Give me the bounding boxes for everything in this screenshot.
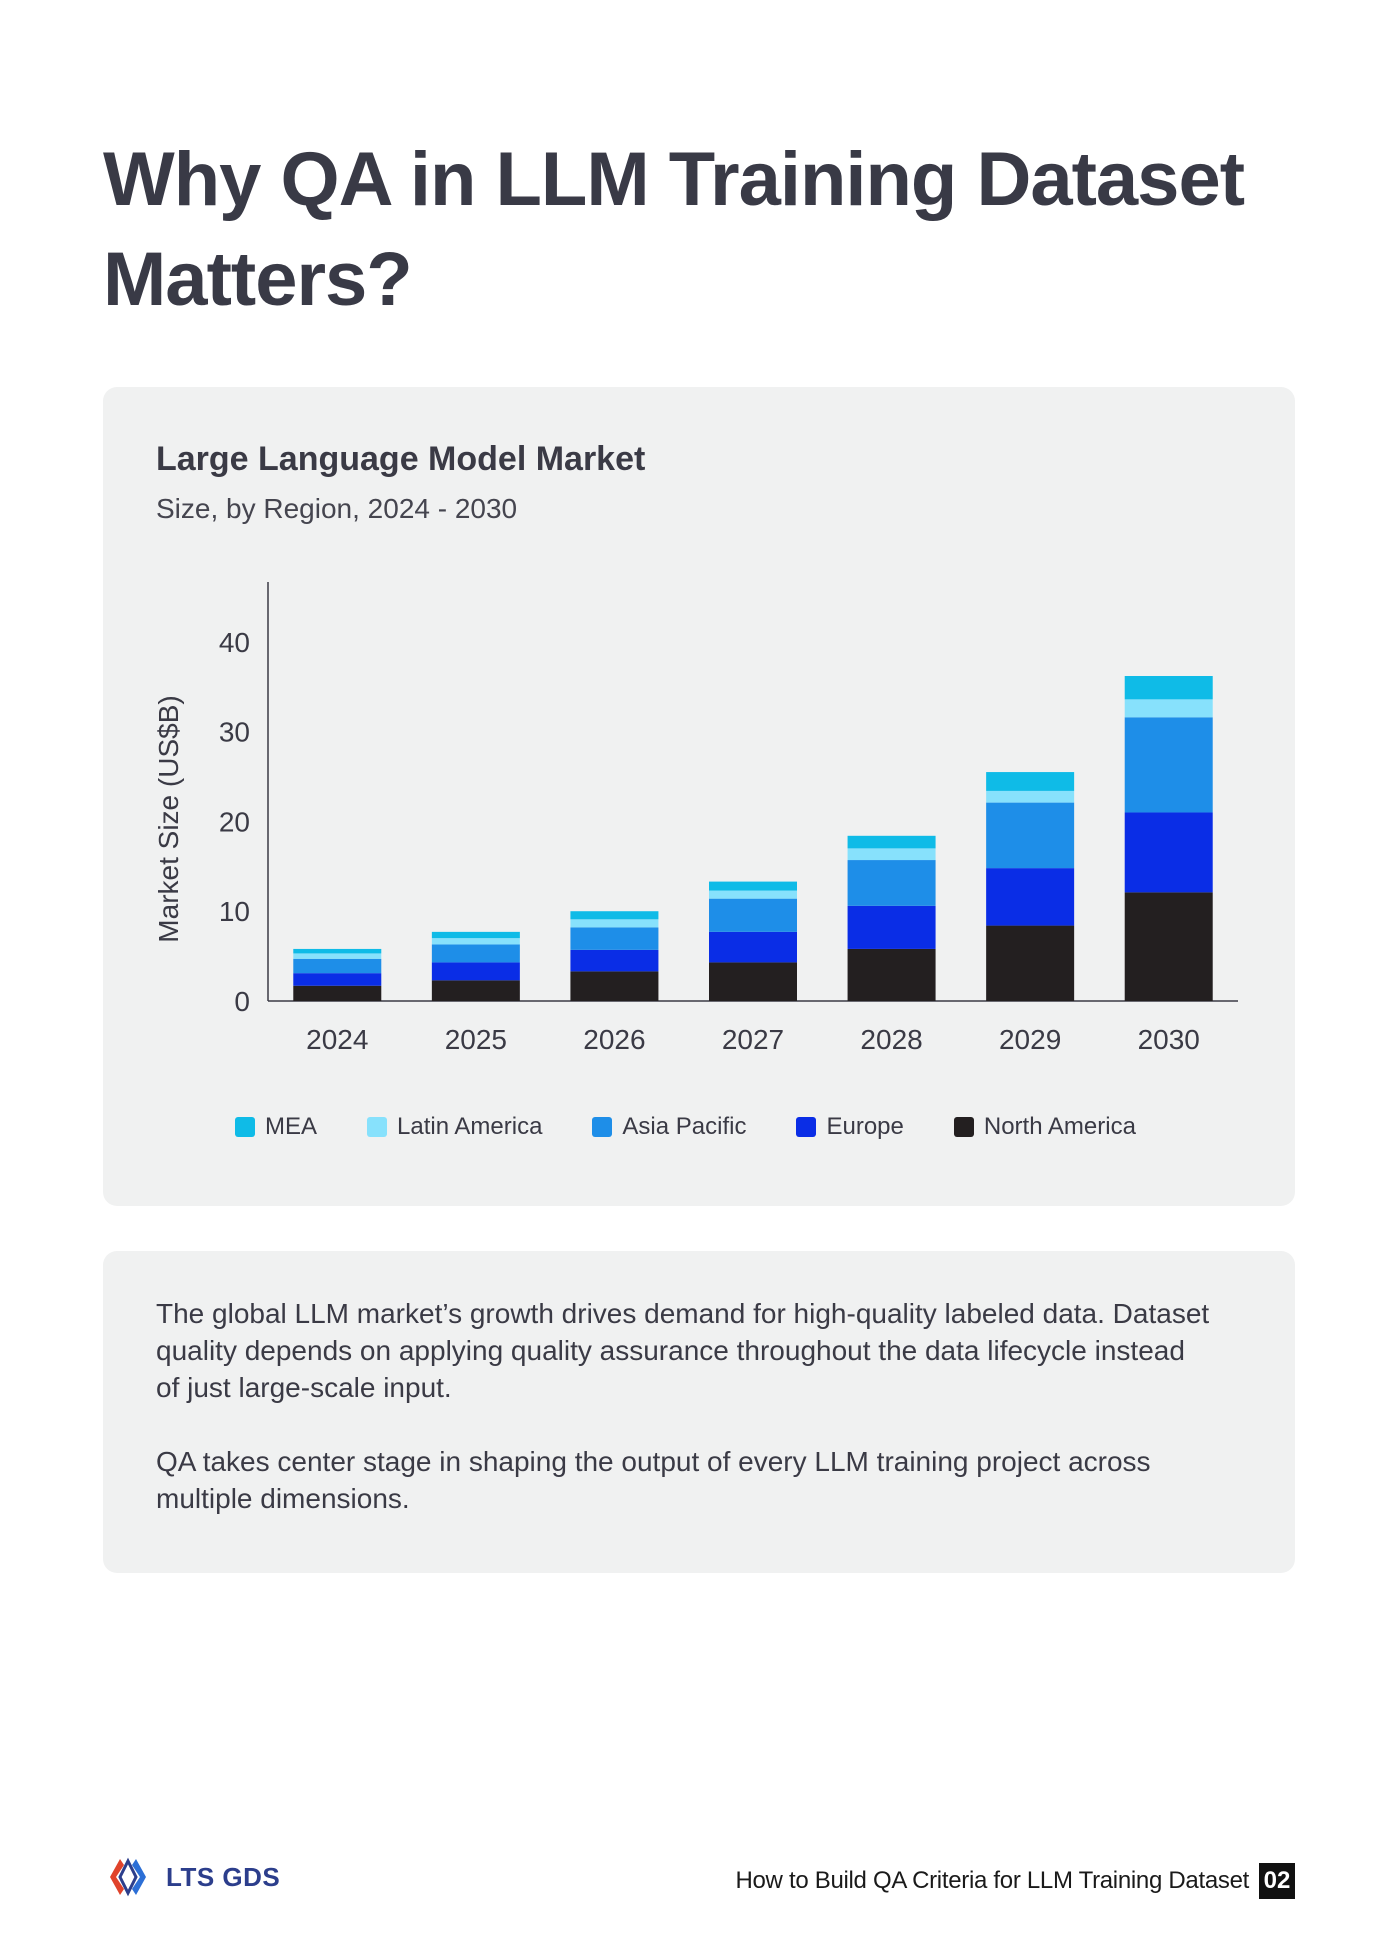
bar-segment bbox=[1124, 892, 1213, 1001]
bar-segment bbox=[293, 973, 382, 986]
legend-label: Asia Pacific bbox=[622, 1113, 747, 1140]
bar-segment bbox=[570, 919, 659, 928]
bar-segment bbox=[709, 931, 797, 963]
bar-segment bbox=[986, 802, 1075, 869]
bar-segment bbox=[293, 958, 382, 974]
x-tick-label: 2026 bbox=[583, 1024, 645, 1055]
body-paragraph-1: The global LLM market’s growth drives de… bbox=[156, 1298, 1210, 1403]
legend-item: Asia Pacific bbox=[592, 1113, 746, 1141]
bar-segment bbox=[431, 962, 520, 981]
bar-segment bbox=[570, 911, 659, 920]
bar-segment bbox=[709, 898, 797, 932]
legend-label: North America bbox=[983, 1113, 1136, 1140]
x-tick-label: 2027 bbox=[722, 1024, 784, 1055]
legend-swatch bbox=[796, 1117, 817, 1137]
chart-title: Large Language Model Market bbox=[156, 440, 646, 478]
body-paragraph-2: QA takes center stage in shaping the out… bbox=[156, 1446, 1151, 1514]
chart-subtitle: Size, by Region, 2024 - 2030 bbox=[156, 493, 518, 524]
bar-segment bbox=[847, 848, 936, 861]
bar-segment bbox=[1124, 676, 1213, 700]
legend-label: Latin America bbox=[397, 1113, 543, 1140]
y-tick-label: 10 bbox=[219, 896, 250, 927]
legend-item: North America bbox=[953, 1113, 1136, 1141]
legend-swatch bbox=[953, 1117, 974, 1137]
bar-segment bbox=[847, 948, 936, 1001]
bar-segment bbox=[570, 927, 659, 950]
bar-segment bbox=[431, 980, 520, 1001]
y-axis-label: Market Size (US$B) bbox=[153, 695, 184, 942]
x-tick-label: 2024 bbox=[306, 1024, 368, 1055]
bar-segment bbox=[709, 962, 797, 1001]
y-tick-label: 0 bbox=[234, 986, 250, 1017]
chart-legend: MEA Latin America Asia Pacific Europe North … bbox=[235, 1107, 1186, 1147]
y-tick-label: 20 bbox=[219, 806, 250, 837]
bar-segment bbox=[293, 948, 382, 954]
chart-card: Large Language Model Market Size, by Reg… bbox=[103, 387, 1295, 1206]
legend-label: MEA bbox=[265, 1113, 318, 1140]
bar-segment bbox=[986, 925, 1075, 1001]
bar-segment bbox=[986, 868, 1075, 926]
legend-swatch bbox=[592, 1117, 613, 1137]
x-tick-label: 2028 bbox=[860, 1024, 922, 1055]
y-tick-label: 40 bbox=[219, 627, 250, 658]
bar-segment bbox=[709, 881, 797, 891]
x-tick-label: 2030 bbox=[1138, 1024, 1200, 1055]
bar-segment bbox=[1124, 699, 1213, 718]
legend-swatch bbox=[235, 1117, 255, 1137]
footer-doc-title: How to Build QA Criteria for LLM Trainin… bbox=[735, 1867, 1249, 1894]
legend-swatch bbox=[367, 1117, 388, 1137]
page-title: Why QA in LLM Training Dataset Matters? bbox=[103, 137, 1245, 322]
bar-segment bbox=[431, 944, 520, 963]
bar-segment bbox=[709, 890, 797, 899]
y-tick-label: 30 bbox=[219, 717, 250, 748]
legend-item: Latin America bbox=[367, 1113, 542, 1141]
bar-segment bbox=[293, 985, 382, 1001]
bar-segment bbox=[1124, 717, 1213, 813]
bar-segment bbox=[570, 971, 659, 1001]
logo-text: LTS GDS bbox=[166, 1861, 281, 1892]
legend-label: Europe bbox=[826, 1113, 904, 1140]
legend-item: Europe bbox=[796, 1113, 904, 1141]
page-number: 02 bbox=[1259, 1863, 1295, 1899]
bar-segment bbox=[847, 905, 936, 949]
text-card: The global LLM market’s growth drives de… bbox=[103, 1251, 1295, 1573]
x-tick-label: 2029 bbox=[999, 1024, 1061, 1055]
footer-logo: LTS GDS bbox=[100, 1855, 280, 1899]
bar-segment bbox=[431, 938, 520, 945]
bar-segment bbox=[431, 931, 520, 939]
bar-segment bbox=[847, 860, 936, 906]
lts-logo-icon bbox=[110, 1857, 146, 1897]
bar-segment bbox=[847, 835, 936, 849]
bar-segment bbox=[986, 790, 1075, 803]
legend-item: MEA bbox=[235, 1113, 317, 1141]
x-tick-label: 2025 bbox=[445, 1024, 507, 1055]
bar-segment bbox=[1124, 812, 1213, 893]
bar-segment bbox=[293, 953, 382, 959]
bar-segment bbox=[570, 949, 659, 972]
bar-segment bbox=[986, 772, 1075, 791]
footer-document-info: How to Build QA Criteria for LLM Trainin… bbox=[735, 1863, 1295, 1899]
